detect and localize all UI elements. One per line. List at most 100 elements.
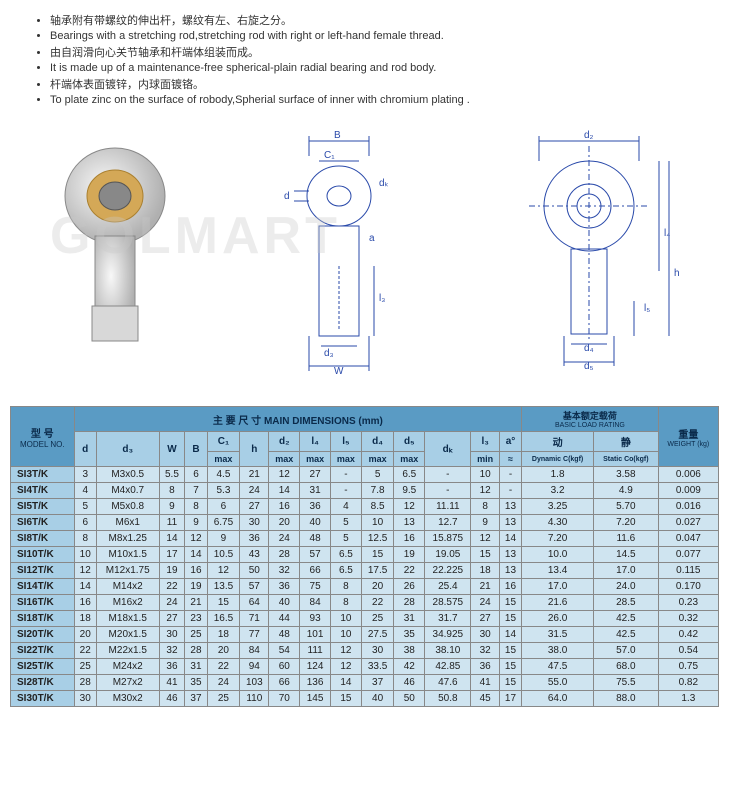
cell-value: M8x1.25 <box>96 531 159 547</box>
cell-value: 22.225 <box>425 563 471 579</box>
cell-value: 22 <box>74 643 96 659</box>
cell-value: 47.6 <box>425 675 471 691</box>
table-row: SI12T/K12M12x1.751916125032666.517.52222… <box>11 563 719 579</box>
cell-value: 101 <box>300 627 331 643</box>
cell-value: 8 <box>185 499 207 515</box>
cell-model: SI10T/K <box>11 547 75 563</box>
cell-value: 12.7 <box>425 515 471 531</box>
cell-value: 31 <box>300 483 331 499</box>
dim-l5: l₅ <box>644 303 650 314</box>
table-row: SI10T/K10M10x1.5171410.54328576.5151919.… <box>11 547 719 563</box>
bullet-item: 杆端体表面镀锌，内球面镀铬。 <box>50 76 719 92</box>
header-model: 型 号 MODEL NO. <box>11 407 75 467</box>
cell-value: 3 <box>74 467 96 483</box>
cell-model: SI5T/K <box>11 499 75 515</box>
col-header: d₃ <box>96 432 159 467</box>
cell-value: 38 <box>394 643 425 659</box>
cell-value: 14 <box>499 531 521 547</box>
cell-value: 17.5 <box>361 563 394 579</box>
col-header: h <box>240 432 269 467</box>
col-header-load: 动 <box>522 432 594 452</box>
cell-value: 10 <box>331 611 362 627</box>
col-subheader: min <box>471 452 499 467</box>
cell-value: M3x0.5 <box>96 467 159 483</box>
cell-value: 57 <box>240 579 269 595</box>
cell-value: 30 <box>240 515 269 531</box>
col-header: l₃ <box>471 432 499 452</box>
cell-value: 4 <box>74 483 96 499</box>
cell-value: 5 <box>331 515 362 531</box>
cell-value: 21 <box>471 579 499 595</box>
cell-value: 6.75 <box>207 515 240 531</box>
cell-model: SI8T/K <box>11 531 75 547</box>
cell-value: 9 <box>159 499 185 515</box>
cell-model: SI30T/K <box>11 691 75 707</box>
cell-value: 0.82 <box>658 675 718 691</box>
cell-value: 35 <box>394 627 425 643</box>
cell-value: 4.30 <box>522 515 594 531</box>
product-photo <box>40 136 190 366</box>
cell-value: 37 <box>185 691 207 707</box>
cell-value: 6 <box>74 515 96 531</box>
cell-value: 43 <box>240 547 269 563</box>
cell-value: 28 <box>394 595 425 611</box>
cell-value: 6.5 <box>394 467 425 483</box>
cell-value: 44 <box>269 611 300 627</box>
cell-value: 24 <box>207 675 240 691</box>
table-row: SI14T/K14M14x2221913.55736758202625.4211… <box>11 579 719 595</box>
cell-value: 21 <box>185 595 207 611</box>
cell-value: 22 <box>159 579 185 595</box>
cell-value: 4.9 <box>594 483 659 499</box>
cell-value: 5 <box>331 531 362 547</box>
cell-value: 25.4 <box>425 579 471 595</box>
table-row: SI18T/K18M18x1.5272316.571449310253131.7… <box>11 611 719 627</box>
cell-value: 11.11 <box>425 499 471 515</box>
table-row: SI22T/K22M22x1.5322820845411112303838.10… <box>11 643 719 659</box>
col-header: l₅ <box>331 432 362 452</box>
dim-h: h <box>674 268 680 279</box>
cell-value: 20 <box>269 515 300 531</box>
cell-value: 0.047 <box>658 531 718 547</box>
table-row: SI25T/K25M24x236312294601241233.54242.85… <box>11 659 719 675</box>
cell-value: 145 <box>300 691 331 707</box>
cell-value: 5.70 <box>594 499 659 515</box>
cell-value: 6.5 <box>331 563 362 579</box>
cell-value: 0.75 <box>658 659 718 675</box>
cell-value: 10.0 <box>522 547 594 563</box>
cell-value: 5 <box>74 499 96 515</box>
cell-value: 0.32 <box>658 611 718 627</box>
cell-value: 50.8 <box>425 691 471 707</box>
cell-value: 19 <box>394 547 425 563</box>
cell-value: 24 <box>240 483 269 499</box>
cell-value: 14 <box>159 531 185 547</box>
cell-value: 23 <box>185 611 207 627</box>
technical-drawing-front: B C₁ d dₖ a l₃ d₃ W <box>249 126 429 376</box>
cell-value: 9 <box>185 515 207 531</box>
table-row: SI8T/K8M8x1.2514129362448512.51615.87512… <box>11 531 719 547</box>
cell-value: 10 <box>74 547 96 563</box>
dim-a: a <box>369 233 375 244</box>
dim-d3: d₃ <box>324 348 334 359</box>
col-subheader: max <box>394 452 425 467</box>
cell-value: 42 <box>394 659 425 675</box>
cell-value: 103 <box>240 675 269 691</box>
cell-value: 18 <box>207 627 240 643</box>
cell-value: 12 <box>207 563 240 579</box>
cell-value: 28.575 <box>425 595 471 611</box>
cell-value: 10.5 <box>207 547 240 563</box>
cell-value: 15 <box>499 643 521 659</box>
bullet-item: 轴承附有带螺纹的伸出杆，螺纹有左、右旋之分。 <box>50 12 719 28</box>
cell-value: 70 <box>269 691 300 707</box>
cell-value: 34.925 <box>425 627 471 643</box>
cell-value: 24 <box>269 531 300 547</box>
table-row: SI5T/K5M5x0.898627163648.51211.118133.25… <box>11 499 719 515</box>
cell-value: M20x1.5 <box>96 627 159 643</box>
cell-value: 8 <box>159 483 185 499</box>
dim-b: B <box>334 130 341 141</box>
cell-value: 12 <box>471 531 499 547</box>
cell-value: 9 <box>207 531 240 547</box>
table-row: SI20T/K20M20x1.530251877481011027.53534.… <box>11 627 719 643</box>
cell-value: 75 <box>300 579 331 595</box>
cell-value: 7 <box>185 483 207 499</box>
cell-value: 64.0 <box>522 691 594 707</box>
